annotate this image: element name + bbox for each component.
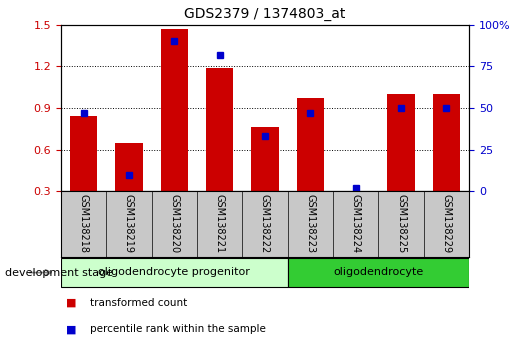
Text: ■: ■ xyxy=(66,324,77,334)
Bar xyxy=(206,68,233,191)
Text: GSM138229: GSM138229 xyxy=(441,194,452,253)
Bar xyxy=(297,98,324,191)
Title: GDS2379 / 1374803_at: GDS2379 / 1374803_at xyxy=(184,7,346,21)
Text: development stage: development stage xyxy=(5,268,113,278)
Text: transformed count: transformed count xyxy=(90,298,187,308)
Text: GSM138222: GSM138222 xyxy=(260,194,270,253)
Text: GSM138220: GSM138220 xyxy=(169,194,179,253)
Bar xyxy=(161,29,188,191)
Bar xyxy=(433,94,460,191)
Bar xyxy=(116,143,143,191)
Text: GSM138225: GSM138225 xyxy=(396,194,406,253)
Bar xyxy=(61,258,288,287)
Text: GSM138223: GSM138223 xyxy=(305,194,315,253)
Text: GSM138218: GSM138218 xyxy=(78,194,89,253)
Bar xyxy=(288,258,469,287)
Text: oligodendrocyte: oligodendrocyte xyxy=(333,267,423,277)
Text: oligodendrocyte progenitor: oligodendrocyte progenitor xyxy=(99,267,250,277)
Bar xyxy=(70,116,97,191)
Text: GSM138219: GSM138219 xyxy=(124,194,134,253)
Text: GSM138221: GSM138221 xyxy=(215,194,225,253)
Text: ■: ■ xyxy=(66,298,77,308)
Text: GSM138224: GSM138224 xyxy=(351,194,361,253)
Bar xyxy=(387,94,414,191)
Bar xyxy=(251,127,279,191)
Text: percentile rank within the sample: percentile rank within the sample xyxy=(90,324,266,334)
Bar xyxy=(342,191,369,194)
